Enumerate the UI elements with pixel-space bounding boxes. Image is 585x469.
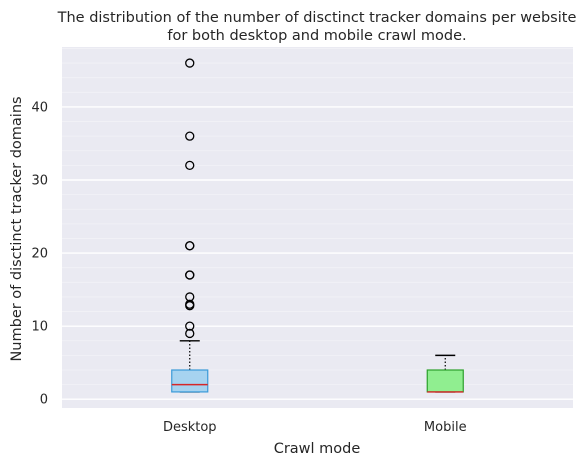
box-mobile <box>426 354 464 393</box>
y-tick-label: 0 <box>40 393 48 408</box>
outlier-point <box>185 270 195 280</box>
iqr-box <box>171 369 209 393</box>
box-desktop <box>171 58 209 393</box>
outlier-point <box>185 292 195 302</box>
outlier-point <box>185 328 195 339</box>
y-tick-label: 20 <box>31 247 48 262</box>
chart-title-line-1: The distribution of the number of discti… <box>57 10 577 26</box>
y-tick-label: 40 <box>31 100 48 115</box>
grid-lines <box>62 48 573 400</box>
y-axis-label: Number of disctinct tracker domains <box>9 96 25 361</box>
y-tick-label: 10 <box>31 320 48 335</box>
iqr-box <box>426 369 464 393</box>
outlier-point <box>185 321 195 331</box>
x-tick-label-mobile: Mobile <box>424 420 467 435</box>
outlier-point <box>185 131 195 141</box>
tick-labels: 0 10 20 30 40 Desktop Mobile <box>31 100 466 435</box>
plot-area <box>62 47 573 408</box>
chart-title-line-2: for both desktop and mobile crawl mode. <box>167 28 466 44</box>
outlier-point <box>185 299 195 309</box>
outlier-point <box>185 58 195 68</box>
y-tick-label: 30 <box>31 174 48 189</box>
x-axis-label: Crawl mode <box>274 441 361 457</box>
boxes <box>171 58 464 393</box>
x-tick-label-desktop: Desktop <box>163 420 217 435</box>
outlier-point <box>185 160 195 171</box>
outlier-point <box>185 241 195 251</box>
